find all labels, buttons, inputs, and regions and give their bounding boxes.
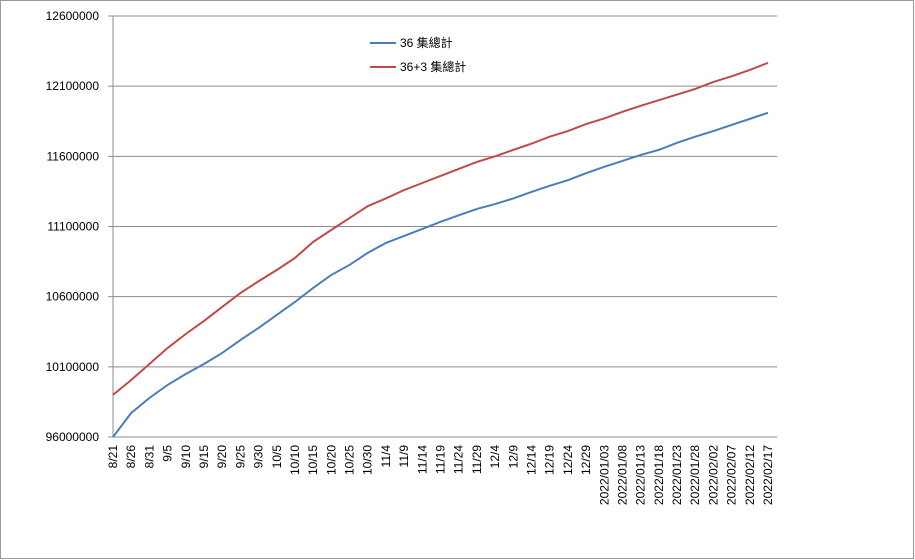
x-tick-label: 9/5: [161, 445, 175, 462]
x-tick-label: 10/5: [270, 445, 284, 469]
x-tick-label: 2022/02/12: [743, 445, 757, 505]
x-tick-label: 9/20: [215, 445, 229, 469]
x-tick-label: 11/14: [415, 445, 429, 474]
x-tick-label: 12/9: [506, 445, 520, 469]
x-tick-label: 11/29: [470, 445, 484, 474]
x-tick-label: 10/30: [361, 445, 375, 475]
x-tick-label: 12/24: [561, 445, 575, 475]
y-tick-label: 11100000: [47, 220, 99, 234]
legend-label: 36+3 集總計: [400, 59, 466, 74]
x-tick-label: 9/10: [179, 445, 193, 469]
legend-label: 36 集總計: [400, 35, 453, 50]
y-tick-label: 96000000: [46, 430, 100, 444]
x-tick-label: 2022/02/02: [706, 445, 720, 505]
x-tick-label: 2022/01/03: [597, 445, 611, 505]
y-tick-label: 10600000: [46, 290, 100, 304]
x-tick-label: 9/30: [252, 445, 266, 469]
series-line: [112, 61, 769, 396]
x-tick-label: 11/24: [452, 445, 466, 474]
y-tick-label: 12600000: [46, 9, 100, 23]
y-tick-label: 11600000: [47, 149, 100, 163]
y-tick-label: 12100000: [46, 79, 100, 93]
x-tick-label: 2022/01/13: [634, 445, 648, 505]
x-tick-label: 10/20: [324, 445, 338, 475]
series-line: [112, 111, 769, 438]
y-tick-label: 10100000: [46, 360, 100, 374]
x-tick-label: 10/25: [343, 445, 357, 475]
x-tick-label: 2022/01/23: [670, 445, 684, 505]
x-tick-label: 2022/01/18: [652, 445, 666, 505]
x-tick-label: 10/10: [288, 445, 302, 475]
x-tick-label: 12/4: [488, 445, 502, 469]
x-tick-label: 8/26: [124, 445, 138, 469]
x-tick-label: 9/15: [197, 445, 211, 469]
x-tick-label: 12/14: [524, 445, 538, 475]
x-tick-label: 2022/01/28: [688, 445, 702, 505]
x-tick-label: 12/19: [543, 445, 557, 475]
x-tick-label: 11/9: [397, 445, 411, 468]
x-tick-label: 9/25: [233, 445, 247, 469]
x-tick-label: 2022/02/07: [725, 445, 739, 505]
x-tick-label: 11/4: [379, 445, 393, 468]
x-tick-label: 11/19: [434, 445, 448, 474]
x-tick-label: 12/29: [579, 445, 593, 475]
x-tick-label: 8/31: [142, 445, 156, 469]
x-tick-label: 8/21: [106, 445, 120, 469]
x-tick-label: 2022/02/17: [761, 445, 775, 505]
x-tick-label: 10/15: [306, 445, 320, 475]
x-tick-label: 2022/01/08: [615, 445, 629, 505]
